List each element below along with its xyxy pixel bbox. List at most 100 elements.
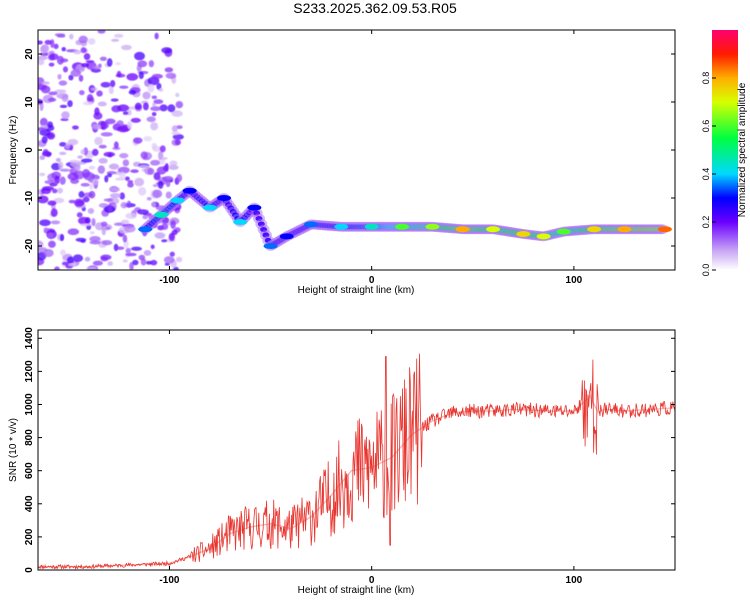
noise-blob (80, 47, 87, 54)
noise-blob (54, 175, 60, 185)
noise-blob (66, 256, 74, 264)
noise-blob (72, 125, 79, 130)
noise-blob (78, 35, 88, 44)
ridge-point (217, 195, 232, 201)
noise-blob (159, 104, 168, 112)
noise-blob (150, 259, 158, 266)
noise-blob (61, 94, 69, 102)
noise-blob (168, 164, 179, 170)
noise-blob (86, 94, 94, 103)
noise-blob (107, 203, 113, 213)
noise-blob (70, 69, 81, 77)
noise-blob (125, 212, 137, 220)
noise-blob (76, 212, 83, 218)
noise-blob (59, 58, 69, 63)
noise-blob (80, 149, 85, 155)
noise-blob (84, 256, 91, 262)
noise-blob (46, 132, 56, 140)
noise-blob (98, 144, 107, 149)
noise-blob (159, 145, 166, 153)
noise-blob (130, 117, 141, 123)
noise-blob (55, 157, 61, 163)
noise-blob (175, 256, 183, 263)
noise-blob (174, 139, 181, 146)
ridge-point (536, 233, 551, 240)
noise-blob (77, 216, 90, 225)
noise-blob (121, 44, 132, 51)
y-tick-label: 1400 (24, 327, 35, 350)
ridge-point (154, 211, 169, 218)
noise-blob (130, 246, 143, 251)
ridge-point (516, 231, 531, 237)
spectrogram-blobs (38, 30, 184, 270)
y-tick-label: 400 (24, 495, 35, 512)
noise-blob (61, 47, 66, 52)
noise-blob (39, 155, 46, 161)
noise-blob (153, 99, 164, 105)
noise-blob (107, 261, 113, 266)
noise-blob (59, 168, 71, 172)
ridge-point (304, 221, 318, 228)
y-tick-label: 0 (24, 147, 35, 153)
noise-blob (61, 111, 70, 120)
noise-blob (91, 218, 96, 227)
noise-blob (97, 30, 106, 34)
ridge-point (657, 226, 672, 233)
noise-blob (59, 104, 68, 109)
noise-blob (49, 182, 58, 187)
noise-blob (86, 266, 98, 270)
x-tick-label: 0 (369, 575, 375, 586)
ridge-point (556, 228, 571, 235)
noise-blob (122, 111, 129, 116)
noise-blob (150, 244, 155, 250)
noise-blob (52, 188, 58, 194)
noise-blob (98, 157, 108, 164)
noise-blob (126, 200, 132, 208)
noise-blob (127, 180, 134, 184)
noise-blob (163, 256, 175, 264)
noise-blob (138, 254, 146, 261)
noise-blob (107, 173, 113, 178)
noise-blob (53, 197, 65, 204)
noise-blob (125, 247, 132, 254)
y-tick-label: 800 (24, 429, 35, 446)
noise-blob (142, 102, 149, 111)
noise-blob (157, 180, 164, 189)
noise-blob (116, 120, 124, 127)
noise-blob (58, 80, 68, 86)
noise-blob (152, 102, 157, 107)
noise-blob (120, 202, 128, 209)
noise-blob (164, 67, 174, 73)
noise-blob (115, 62, 121, 66)
noise-blob (39, 117, 48, 127)
noise-blob (67, 262, 77, 267)
noise-blob (79, 90, 85, 96)
noise-blob (50, 220, 61, 225)
noise-blob (111, 105, 122, 113)
noise-blob (118, 171, 126, 179)
noise-blob (97, 101, 107, 107)
noise-blob (57, 74, 62, 80)
noise-blob (165, 191, 172, 199)
noise-blob (119, 192, 125, 200)
noise-blob (169, 251, 175, 257)
ridge-point (425, 223, 440, 230)
noise-blob (38, 195, 49, 204)
ridge-point (364, 223, 379, 230)
noise-blob (122, 259, 128, 263)
noise-blob (162, 165, 168, 171)
noise-blob (133, 137, 143, 144)
noise-blob (151, 95, 158, 100)
y-tick-label: 600 (24, 462, 35, 479)
noise-blob (104, 175, 109, 183)
noise-blob (113, 141, 119, 149)
noise-blob (137, 60, 148, 68)
noise-blob (50, 208, 58, 217)
noise-blob (68, 199, 76, 204)
snr-ylabel: SNR (10 * v/v) (8, 418, 19, 482)
noise-blob (73, 49, 82, 55)
ridge-point (263, 243, 278, 249)
noise-blob (158, 87, 164, 92)
